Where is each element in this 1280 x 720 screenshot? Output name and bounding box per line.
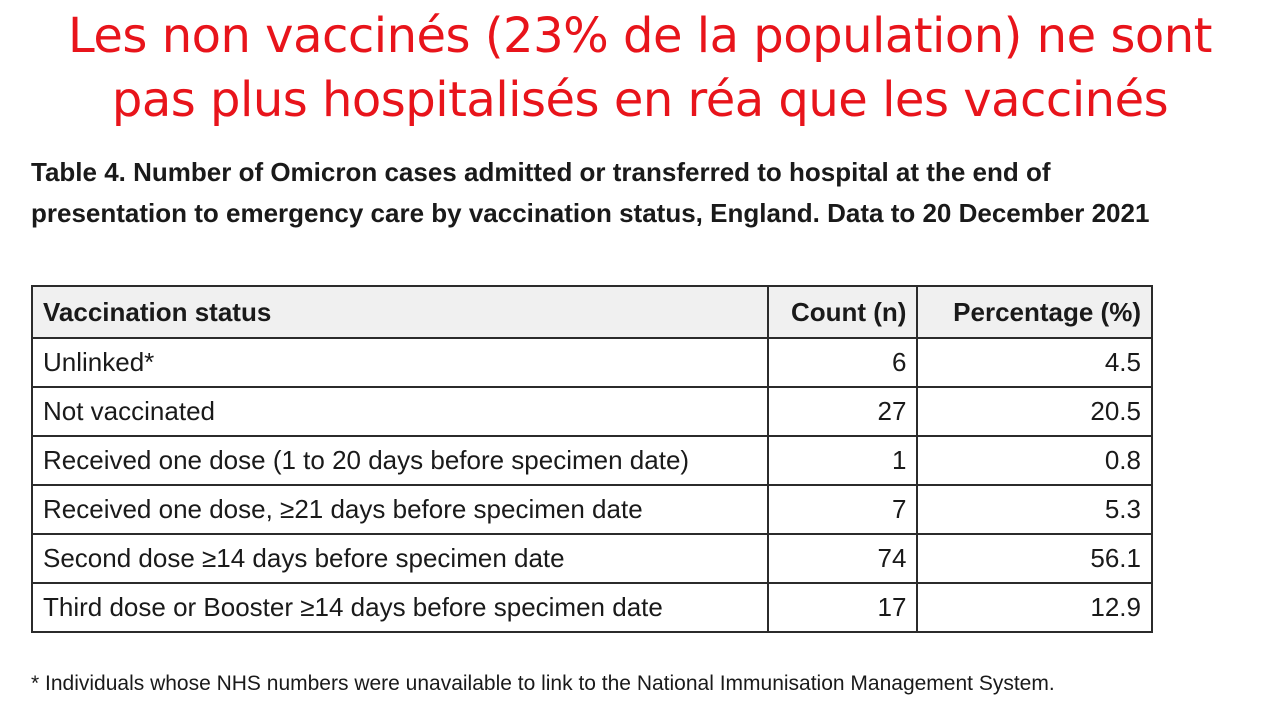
cell-status: Received one dose, ≥21 days before speci… — [31, 484, 769, 535]
cell-count: 1 — [766, 435, 919, 486]
cell-count: 17 — [766, 582, 919, 633]
header-vaccination-status: Vaccination status — [31, 285, 769, 339]
cell-status: Second dose ≥14 days before specimen dat… — [31, 533, 769, 584]
headline-line-1: Les non vaccinés (23% de la population) … — [68, 8, 1213, 64]
slide-headline: Les non vaccinés (23% de la population) … — [0, 4, 1280, 132]
table-header-row: Vaccination status Count (n) Percentage … — [31, 285, 1153, 339]
table-row: Unlinked* 6 4.5 — [31, 337, 1153, 388]
table-caption: Table 4. Number of Omicron cases admitte… — [31, 157, 1150, 228]
table-row: Second dose ≥14 days before specimen dat… — [31, 533, 1153, 584]
table-footnote: * Individuals whose NHS numbers were una… — [31, 672, 1055, 695]
cell-percentage: 0.8 — [916, 435, 1153, 486]
table-row: Received one dose (1 to 20 days before s… — [31, 435, 1153, 486]
cell-status: Received one dose (1 to 20 days before s… — [31, 435, 769, 486]
table-row: Received one dose, ≥21 days before speci… — [31, 484, 1153, 535]
cell-percentage: 4.5 — [916, 337, 1153, 388]
table-row: Third dose or Booster ≥14 days before sp… — [31, 582, 1153, 633]
cell-status: Not vaccinated — [31, 386, 769, 437]
cell-percentage: 20.5 — [916, 386, 1153, 437]
cell-percentage: 12.9 — [916, 582, 1153, 633]
cell-count: 74 — [766, 533, 919, 584]
cell-percentage: 56.1 — [916, 533, 1153, 584]
header-count: Count (n) — [766, 285, 919, 339]
cell-percentage: 5.3 — [916, 484, 1153, 535]
vaccination-table: Vaccination status Count (n) Percentage … — [31, 285, 1153, 633]
cell-count: 6 — [766, 337, 919, 388]
cell-count: 7 — [766, 484, 919, 535]
table-row: Not vaccinated 27 20.5 — [31, 386, 1153, 437]
cell-count: 27 — [766, 386, 919, 437]
header-percentage: Percentage (%) — [916, 285, 1153, 339]
cell-status: Unlinked* — [31, 337, 769, 388]
cell-status: Third dose or Booster ≥14 days before sp… — [31, 582, 769, 633]
headline-line-2: pas plus hospitalisés en réa que les vac… — [111, 72, 1169, 128]
